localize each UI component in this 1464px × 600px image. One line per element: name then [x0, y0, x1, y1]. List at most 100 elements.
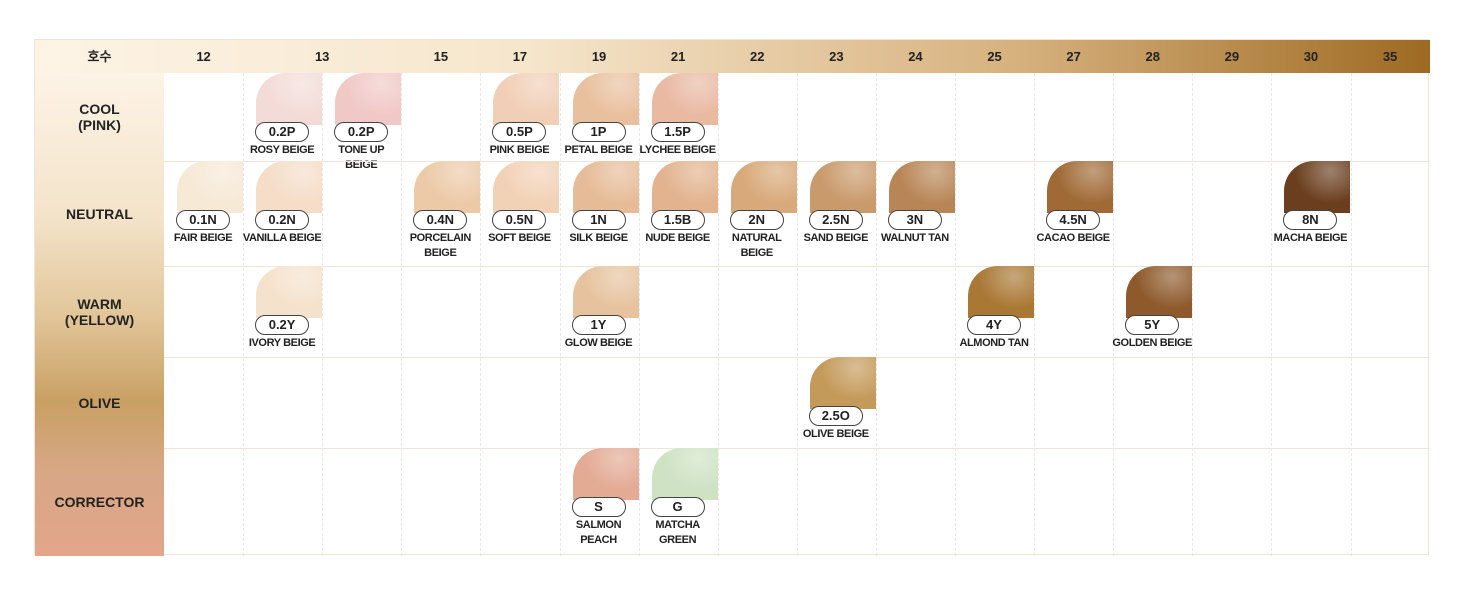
header-column: 12 — [196, 49, 211, 64]
swatch — [256, 161, 323, 213]
row-divider — [164, 161, 1430, 162]
shade-table: 호수 12 13 15 17 19 21 22 23 24 25 27 28 29 30 35 COOL (PI… — [34, 39, 1430, 556]
shade-code: 4Y — [967, 315, 1021, 335]
header-label: 호수 — [87, 49, 112, 64]
shade-name: SAND BEIGE — [803, 232, 869, 244]
shade-name: SILK BEIGE — [569, 232, 628, 244]
shade-name: NUDE BEIGE — [645, 232, 710, 244]
swatch — [888, 161, 955, 213]
swatch — [177, 161, 243, 213]
grid-line — [1350, 73, 1352, 556]
row-label: CORRECTOR — [54, 494, 145, 510]
shade-name: NATURAL BEIGE — [731, 232, 782, 259]
grid-line — [955, 73, 956, 556]
swatch — [256, 73, 323, 125]
swatch — [572, 266, 639, 318]
shade-name: GLOW BEIGE — [564, 337, 633, 349]
shade-code: 0.2P — [334, 122, 389, 142]
header-column: 28 — [1145, 49, 1160, 64]
shade-name: TONE UP BEIGE — [338, 144, 385, 171]
header-column: 24 — [908, 49, 923, 64]
shade-name: PETAL BEIGE — [564, 144, 633, 156]
grid-line — [796, 73, 798, 556]
shade-code: 2N — [729, 210, 784, 230]
shade-code: 0.1N — [176, 210, 230, 230]
shade-code: 1.5P — [650, 122, 705, 142]
shade-code: 1.5B — [650, 210, 705, 230]
shade-name: CACAO BEIGE — [1036, 232, 1110, 244]
shade-code: 4.5N — [1046, 210, 1101, 230]
header-column: 17 — [512, 49, 528, 64]
grid-line — [1271, 73, 1273, 556]
shade-code: 2.5N — [808, 210, 863, 230]
grid-line — [243, 73, 245, 556]
grid-line — [717, 73, 719, 556]
shade-name: GOLDEN BEIGE — [1112, 337, 1192, 349]
header-column: 22 — [750, 49, 765, 64]
shade-name: PINK BEIGE — [489, 144, 550, 156]
row-label: OLIVE — [78, 394, 121, 411]
grid-line — [1034, 73, 1036, 556]
shade-name: SALMON PEACH — [575, 519, 622, 546]
shade-name: PORCELAIN BEIGE — [409, 232, 472, 259]
swatch — [651, 73, 718, 125]
swatch — [572, 161, 639, 213]
header-column: 29 — [1224, 49, 1240, 64]
swatch — [730, 161, 797, 213]
swatch — [493, 161, 560, 213]
header-column: 30 — [1303, 49, 1319, 64]
swatch — [1284, 161, 1351, 213]
swatch — [809, 357, 876, 409]
shade-name: WALNUT TAN — [880, 232, 949, 244]
shade-name: MATCHA GREEN — [655, 519, 700, 546]
side-column — [35, 73, 164, 556]
swatch — [1047, 161, 1114, 213]
shade-code: 0.4N — [413, 210, 468, 230]
shade-name: IVORY BEIGE — [248, 337, 316, 349]
header-column: 27 — [1066, 49, 1081, 64]
row-divider — [164, 266, 1430, 267]
shade-code: S — [571, 497, 626, 517]
shade-name: OLIVE BEIGE — [802, 428, 869, 440]
swatch — [1126, 266, 1193, 318]
shade-code: 2.5O — [808, 406, 863, 426]
grid-line — [1113, 73, 1115, 556]
shade-code: 1P — [571, 122, 626, 142]
grid-line — [322, 73, 324, 556]
grid-line — [559, 73, 561, 556]
swatch — [651, 448, 718, 500]
shade-name: ROSY BEIGE — [249, 144, 315, 156]
shade-name: SOFT BEIGE — [488, 232, 551, 244]
header-column: 15 — [433, 49, 449, 64]
shade-code: G — [650, 497, 705, 517]
shade-code: 3N — [887, 210, 942, 230]
swatch — [572, 73, 639, 125]
header-column: 23 — [829, 49, 844, 64]
shade-code: 0.2P — [255, 122, 310, 142]
swatch — [335, 73, 402, 125]
swatch — [651, 161, 718, 213]
shade-name: VANILLA BEIGE — [242, 232, 322, 244]
swatch — [256, 266, 323, 318]
shade-name: MACHA BEIGE — [1273, 232, 1348, 244]
row-label: NEUTRAL — [66, 205, 133, 222]
grid-line — [401, 73, 403, 556]
swatch — [414, 161, 481, 213]
shade-name: ALMOND TAN — [959, 337, 1029, 349]
swatch — [572, 448, 639, 500]
header-row — [35, 40, 1430, 73]
header-column: 25 — [987, 49, 1002, 64]
shade-code: 1Y — [571, 315, 626, 335]
swatch — [809, 161, 876, 213]
row-divider — [164, 357, 1430, 358]
shade-code: 8N — [1283, 210, 1338, 230]
grid-line — [875, 73, 877, 556]
shade-code: 0.5P — [492, 122, 547, 142]
shade-code: 1N — [571, 210, 626, 230]
shade-code: 0.2Y — [255, 315, 310, 335]
header-column: 21 — [670, 49, 686, 64]
row-label: WARM (YELLOW) — [64, 295, 135, 328]
swatch — [493, 73, 560, 125]
grid-line — [1192, 73, 1194, 556]
